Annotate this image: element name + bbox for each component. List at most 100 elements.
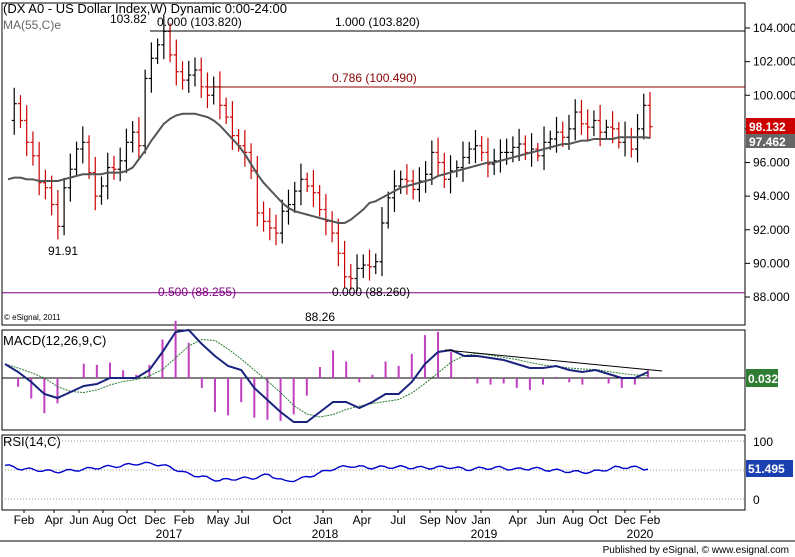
price-bar — [298, 163, 304, 206]
price-bar — [11, 87, 17, 135]
rsi-tick-label: 0 — [753, 493, 760, 507]
price-bar — [485, 137, 491, 178]
price-bar — [204, 72, 210, 109]
price-bar — [310, 170, 316, 208]
rsi-value-badge — [746, 460, 793, 477]
price-bar — [217, 71, 223, 120]
fib-zero-high: 0.000 (103.820) — [157, 15, 242, 29]
price-bar — [254, 155, 260, 227]
price-bar — [323, 194, 329, 236]
price-bar — [610, 111, 616, 144]
price-bar — [529, 133, 535, 167]
price-bar — [603, 119, 609, 140]
price-bar — [123, 128, 129, 174]
price-bar — [267, 207, 273, 241]
price-bar — [248, 143, 254, 180]
x-month-label: Jun — [536, 513, 555, 527]
price-bar — [130, 121, 136, 153]
price-bar — [24, 105, 30, 157]
price-bar — [335, 218, 341, 267]
price-bar — [42, 169, 48, 200]
price-bar — [317, 185, 323, 217]
price-bar — [229, 101, 235, 150]
x-year-label: 2020 — [627, 527, 654, 541]
macd-trendline — [444, 349, 663, 372]
price-bar — [522, 135, 528, 161]
price-bar — [304, 172, 310, 193]
price-bar — [591, 110, 597, 137]
price-bar — [86, 135, 92, 179]
price-bar — [55, 189, 61, 240]
price-bar — [117, 147, 123, 182]
price-bar — [448, 155, 454, 194]
price-tick-label: 90.000 — [753, 256, 790, 270]
price-bar — [572, 99, 578, 141]
last-price-badge — [746, 118, 795, 134]
price-bar — [535, 143, 541, 162]
x-year-label: 2018 — [312, 527, 339, 541]
x-month-label: Oct — [589, 513, 608, 527]
price-bar — [92, 156, 98, 211]
price-tick-label: 100.000 — [753, 88, 795, 102]
price-bar — [554, 116, 560, 153]
price-bar — [647, 92, 653, 139]
price-tick-label: 104.000 — [753, 21, 795, 35]
macd-signal-line — [4, 338, 649, 418]
price-bar — [460, 141, 466, 182]
price-bar — [385, 191, 391, 229]
macd-value: 0.032 — [748, 372, 778, 386]
x-month-label: Feb — [14, 513, 35, 527]
low-annotation-2016: 91.91 — [48, 244, 78, 258]
price-bar — [416, 167, 422, 202]
fib-zero-low: 0.000 (88.260) — [332, 285, 410, 299]
price-bar — [223, 97, 229, 125]
price-bar — [578, 99, 584, 135]
x-month-label: May — [207, 513, 230, 527]
price-bar — [435, 137, 441, 176]
price-bar — [192, 57, 198, 87]
price-bar — [628, 127, 634, 158]
price-bar — [367, 249, 373, 281]
x-month-label: Jan — [471, 513, 490, 527]
high-annotation: 103.82 — [110, 12, 147, 26]
price-bar — [273, 214, 279, 246]
macd-title: MACD(12,26,9,C) — [3, 333, 106, 348]
rsi-value: 51.495 — [748, 462, 785, 476]
price-bar — [261, 201, 267, 232]
price-bar — [17, 95, 23, 129]
x-month-label: Feb — [174, 513, 195, 527]
macd-value-badge — [746, 369, 778, 387]
price-tick-label: 92.000 — [753, 223, 790, 237]
price-bar — [49, 175, 55, 216]
price-bar — [105, 152, 111, 200]
price-bar — [504, 138, 510, 165]
x-month-label: Oct — [273, 513, 292, 527]
price-bar — [429, 140, 435, 185]
price-tick-label: 96.000 — [753, 156, 790, 170]
price-bar — [242, 129, 248, 167]
price-bar — [348, 264, 354, 290]
x-month-label: Dec — [614, 513, 635, 527]
low-annotation-2018: 88.26 — [305, 310, 335, 324]
price-bar — [497, 139, 503, 173]
x-month-label: Jul — [234, 513, 249, 527]
price-bar — [423, 161, 429, 193]
rsi-tick-label: 100 — [753, 435, 773, 449]
price-bar — [279, 199, 285, 244]
x-month-label: Nov — [445, 513, 466, 527]
rsi-line — [4, 461, 649, 483]
price-bar — [211, 76, 217, 105]
price-bar — [111, 155, 117, 180]
rsi-panel-frame — [1, 434, 746, 511]
x-month-label: Apr — [509, 513, 528, 527]
price-bar — [360, 254, 366, 278]
price-bar — [329, 211, 335, 243]
price-bar — [148, 42, 154, 93]
price-tick-label: 88.000 — [753, 290, 790, 304]
price-bar — [136, 117, 142, 160]
price-bar — [167, 23, 173, 63]
price-bar — [61, 177, 67, 236]
price-bar — [472, 130, 478, 164]
